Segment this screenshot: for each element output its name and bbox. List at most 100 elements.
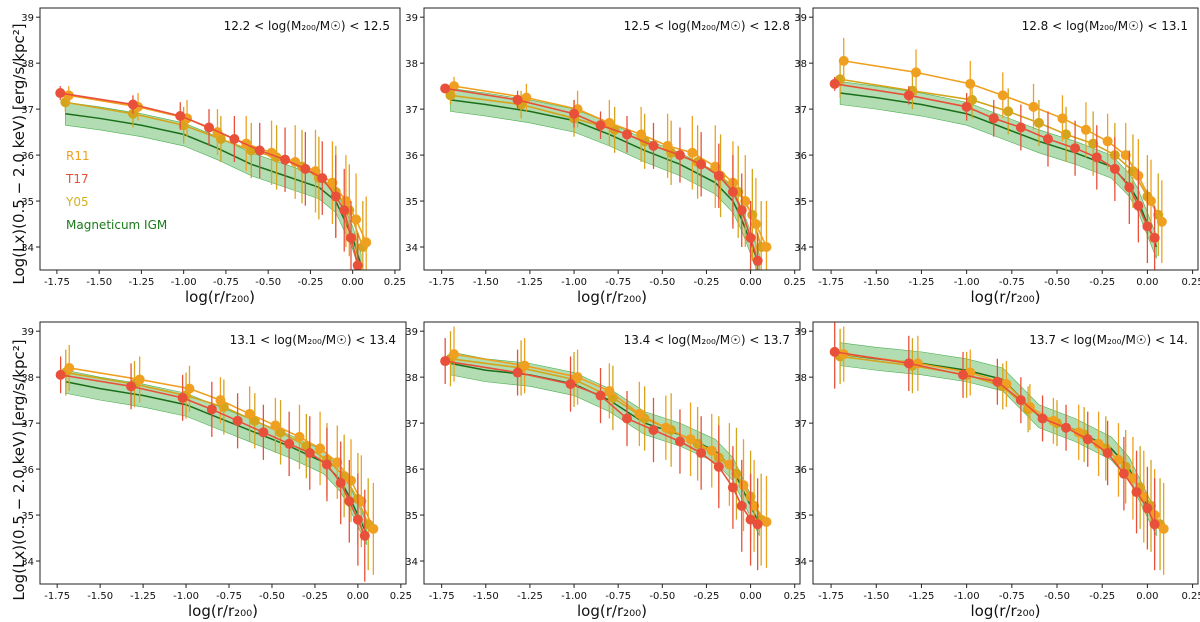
data-point	[229, 134, 240, 144]
data-point	[184, 383, 195, 394]
data-point	[270, 420, 281, 431]
data-point	[177, 392, 188, 403]
x-tick-label: 0.00	[739, 591, 761, 602]
data-point	[736, 205, 747, 216]
x-tick-label: -1.25	[517, 277, 543, 288]
series-r11	[64, 344, 379, 575]
x-tick-label: -1.00	[954, 277, 980, 288]
data-point	[648, 425, 659, 436]
panel-1: -1.75 -1.50 -1.25 -1.00 -0.75 -0.50 -0.25 0.00 0…	[21, 7, 406, 306]
x-tick-label: -1.75	[44, 277, 70, 288]
data-point	[1156, 216, 1167, 227]
y-tick-label: 35	[21, 197, 34, 208]
data-point	[440, 356, 451, 367]
series-y05	[835, 60, 1164, 257]
data-point	[1118, 468, 1129, 479]
data-point	[63, 90, 74, 101]
data-point	[1070, 143, 1081, 154]
model-line	[450, 99, 761, 266]
data-point	[829, 78, 840, 89]
series-r11	[449, 326, 772, 568]
data-point	[345, 232, 356, 243]
data-point	[126, 381, 137, 392]
data-point	[706, 445, 717, 456]
data-point	[175, 111, 186, 122]
data-point	[634, 408, 645, 419]
x-tick-label: -0.25	[1089, 591, 1115, 602]
data-point	[1093, 438, 1104, 449]
data-point	[1149, 519, 1160, 530]
plot-frame	[812, 321, 1199, 585]
plot-area	[440, 326, 772, 571]
data-point	[55, 88, 66, 99]
series-t17	[829, 322, 1160, 571]
data-point	[710, 161, 721, 172]
y-tick-label: 36	[405, 151, 418, 162]
panel-6: -1.75 -1.50 -1.25 -1.00 -0.75 -0.50 -0.25 0.00 0…	[794, 321, 1200, 620]
data-point	[1033, 117, 1044, 128]
data-point	[335, 477, 346, 488]
panel-3: -1.75 -1.50 -1.25 -1.00 -0.75 -0.50 -0.25 0.00 0…	[794, 7, 1200, 306]
plot-frame	[423, 7, 801, 271]
x-axis-label: log(r/r₂₀₀)	[971, 602, 1041, 620]
data-point	[244, 408, 255, 419]
x-tick-label: -0.75	[999, 277, 1025, 288]
data-point	[713, 170, 724, 181]
data-point	[745, 232, 756, 243]
data-point	[572, 372, 583, 383]
x-tick-label: 0.25	[784, 591, 806, 602]
data-point	[961, 101, 972, 112]
data-point	[215, 395, 226, 406]
x-tick-label: -1.75	[818, 277, 844, 288]
data-point	[736, 500, 747, 511]
data-point	[685, 434, 696, 445]
y-tick-label: 37	[405, 105, 418, 116]
y-tick-label: 34	[794, 243, 807, 254]
panel-title: 13.4 < log(M₂₀₀/M☉) < 13.7	[624, 333, 790, 347]
data-point	[724, 459, 735, 470]
data-point	[1088, 138, 1099, 149]
data-point	[327, 177, 338, 188]
x-tick-label: -0.50	[649, 591, 675, 602]
data-point	[280, 154, 291, 165]
x-tick-label: -1.00	[561, 277, 587, 288]
model-band	[65, 369, 367, 546]
x-tick-label: -1.25	[130, 591, 156, 602]
data-point	[55, 369, 66, 380]
data-point	[1003, 106, 1014, 117]
data-point	[745, 514, 756, 525]
data-point	[749, 500, 760, 511]
data-point	[713, 461, 724, 472]
x-tick-label: -1.00	[954, 591, 980, 602]
data-point	[750, 219, 761, 230]
data-point	[903, 358, 914, 369]
data-point	[761, 516, 772, 527]
panel-title: 12.8 < log(M₂₀₀/M☉) < 13.1	[1022, 19, 1188, 33]
data-point	[838, 349, 849, 360]
x-tick-label: 0.00	[342, 277, 364, 288]
y-tick-label: 36	[794, 151, 807, 162]
data-point	[300, 163, 311, 174]
x-tick-label: -0.50	[259, 591, 285, 602]
y-tick-label: 38	[21, 373, 34, 384]
data-point	[330, 191, 341, 202]
data-point	[346, 475, 357, 486]
x-tick-label: -1.50	[863, 277, 889, 288]
x-tick-label: -1.75	[44, 591, 70, 602]
data-point	[445, 90, 456, 101]
data-point	[1109, 163, 1120, 174]
legend-entry: T17	[65, 172, 89, 186]
panel-5: -1.75 -1.50 -1.25 -1.00 -0.75 -0.50 -0.25 0.00 0…	[405, 321, 806, 620]
data-point	[315, 443, 326, 454]
plot-frame	[39, 7, 401, 271]
data-point	[992, 376, 1003, 387]
y-tick-label: 38	[405, 59, 418, 70]
x-tick-label: 0.25	[784, 277, 806, 288]
data-point	[258, 427, 269, 438]
y-axis-label-top: Log(Lx)(0.5 − 2.0 keV) [erg/s/kpc²]	[10, 23, 28, 284]
data-point	[1124, 182, 1135, 193]
plot-area	[55, 86, 372, 270]
data-point	[674, 436, 685, 447]
data-point	[903, 90, 914, 101]
